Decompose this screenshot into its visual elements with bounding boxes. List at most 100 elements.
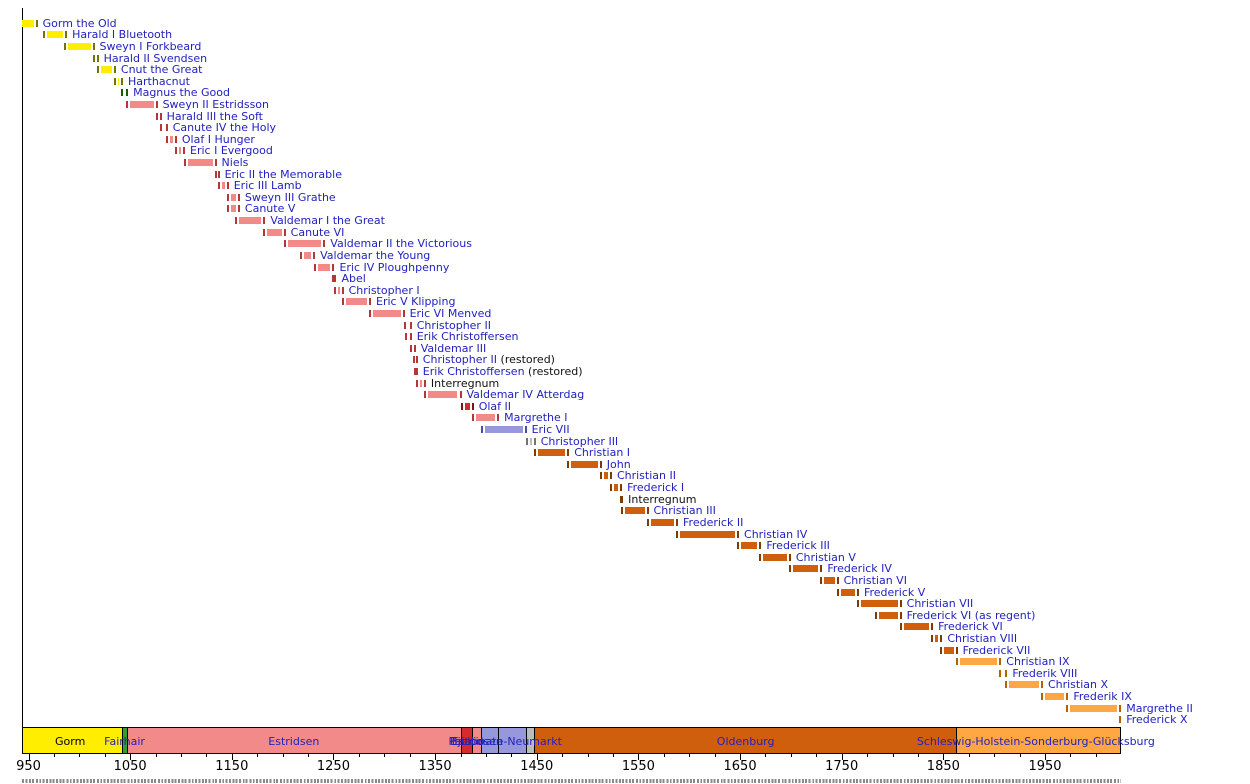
monarch-name: Eric V Klipping [376,295,456,309]
monarch-name: Canute IV the Holy [172,121,277,135]
reign-bar [625,507,645,515]
reign-start-cap [341,298,344,306]
monarch-label: Valdemar III [421,343,486,354]
reign-bar [903,623,930,631]
axis-minor-tick [308,754,310,757]
reign-start-cap [875,611,878,619]
reign-start-cap [1040,693,1043,701]
reign-end-cap [159,112,162,120]
reign-end-cap [567,449,570,457]
monarch-label: Erik Christoffersen (restored) [423,366,583,377]
reign-start-cap [155,112,158,120]
monarch-label: Erik Christoffersen [417,331,519,342]
reign-end-cap [820,565,823,573]
reign-bar [840,588,855,596]
reign-start-cap [788,565,791,573]
reign-start-cap [1119,716,1122,724]
axis-major-tick [130,754,132,760]
dynasty-band-divider [534,727,536,754]
reign-start-cap [283,240,286,248]
reign-bar [117,77,119,85]
reign-start-cap [403,321,406,329]
reign-end-cap [409,333,412,341]
dynasty-band-divider [481,727,483,754]
monarch-name: Gorm the Old [42,16,117,30]
monarch-name: Harald III the Soft [166,109,263,123]
monarch-name: Erik Christoffersen [422,365,525,378]
reign-bar [169,135,173,143]
monarch-name: Harald II Svendsen [103,51,208,65]
dynasty-band-label: Schleswig-Holstein-Sonderburg-Glücksburg [916,735,1155,748]
reign-start-cap [126,100,129,108]
reign-end-cap [899,600,902,608]
monarch-label: Frederick X [1126,714,1187,725]
monarch-name: Valdemar I the Great [270,214,385,228]
monarch-label: Christian X [1048,679,1108,690]
reign-start-cap [299,251,302,259]
reign-bar [935,635,939,643]
reign-start-cap [159,124,162,132]
reign-end-cap [415,356,418,364]
monarch-name: Eric VI Menved [409,306,492,320]
dynasty-band-divider [126,727,128,754]
monarch-name: Margrethe I [504,411,568,425]
dynasty-band-segment [21,727,122,754]
reign-end-cap [126,89,129,97]
reign-end-cap [237,193,240,201]
monarch-name: Frederick VI [938,620,1003,634]
reign-end-cap [341,286,344,294]
monarch-label: Eric VI Menved [410,308,492,319]
reign-start-cap [1005,681,1008,689]
monarch-name: Valdemar II the Victorious [330,237,472,251]
reign-start-cap [423,391,426,399]
reign-start-cap [96,66,99,74]
y-axis-line [21,8,23,754]
reign-bar [221,182,225,190]
axis-minor-tick [892,754,894,757]
axis-minor-tick [765,754,767,757]
reign-start-cap [332,275,335,283]
reign-end-cap [155,100,158,108]
monarch-name: Frederick X [1126,713,1188,727]
monarch-name: Christopher I [348,283,420,297]
monarch-label: Christopher II (restored) [423,354,555,365]
monarch-name: Christian I [574,446,631,460]
axis-minor-tick [917,754,919,757]
monarch-name: Harthacnut [128,74,190,88]
reign-start-cap [533,449,536,457]
reign-bar [238,217,262,225]
reign-bar [944,646,954,654]
monarch-label: Harald III the Soft [167,111,263,122]
monarch-name: Interregnum [628,492,697,506]
reign-end-cap [899,611,902,619]
monarch-label: John [607,459,631,470]
monarch-name: Harald I Bluetooth [72,28,173,42]
reign-end-cap [165,124,168,132]
monarch-name: Christian V [795,550,856,564]
monarch-label: Christian V [796,552,856,563]
reign-start-cap [369,309,372,317]
axis-minor-tick [53,754,55,757]
monarch-label: Christopher II [417,320,491,331]
reign-bar [529,437,532,445]
reign-end-cap [1005,669,1008,677]
axis-minor-tick [562,754,564,757]
reign-end-cap [533,437,536,445]
reign-end-cap [676,518,679,526]
monarch-label: Eric II the Memorable [225,169,342,180]
monarch-label: Christian IV [744,529,807,540]
monarch-name: Valdemar III [420,341,487,355]
axis-major-tick [943,754,945,760]
axis-minor-tick [104,754,106,757]
monarch-name: Sweyn II Estridsson [162,97,270,111]
monarch-label: Gorm the Old [43,18,117,29]
monarch-label: Frederick IV [827,563,892,574]
reign-bar [860,600,898,608]
monarch-name: Margrethe II [1126,701,1193,715]
reign-start-cap [415,379,418,387]
reign-end-cap [737,530,740,538]
monarch-name: Eric II the Memorable [224,167,342,181]
reign-bar [1070,704,1118,712]
monarch-name: Christopher II [416,318,491,332]
axis-major-tick [638,754,640,760]
